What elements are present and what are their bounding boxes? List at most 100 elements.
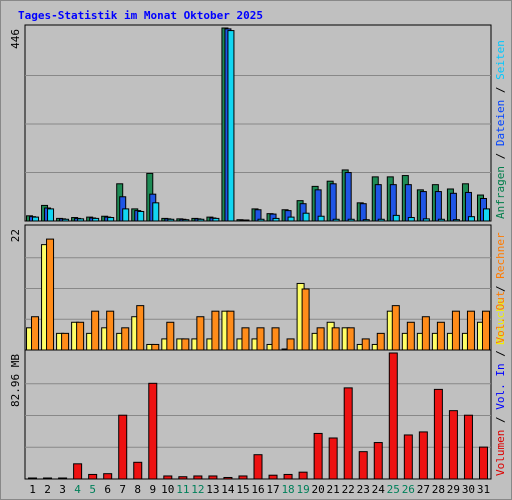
bar-volumen-day-2	[43, 477, 53, 480]
bar-rechner-day-13	[211, 310, 220, 351]
x-tick-label-day-27: 27	[417, 483, 430, 496]
x-tick-label-day-12: 12	[191, 483, 204, 496]
panel-2-legend: Besuche / Rechner	[494, 232, 507, 345]
x-tick-label-day-26: 26	[402, 483, 415, 496]
bar-seiten-day-4	[77, 218, 85, 222]
bar-dateien-day-26	[404, 184, 412, 222]
bar-rechner-day-8	[136, 305, 145, 351]
legend-separator: /	[494, 146, 507, 166]
x-tick-label-day-20: 20	[312, 483, 325, 496]
bar-volumen-day-20	[313, 432, 323, 480]
x-tick-label-day-30: 30	[462, 483, 475, 496]
bar-dateien-day-23	[359, 203, 367, 222]
bar-seiten-day-12	[197, 218, 205, 222]
bar-rechner-day-3	[61, 332, 70, 351]
bar-rechner-day-2	[46, 238, 55, 351]
legend-separator: /	[494, 80, 507, 100]
bar-seiten-day-10	[167, 218, 175, 222]
bar-rechner-day-22	[346, 327, 355, 351]
bar-volumen-day-5	[88, 473, 98, 480]
bar-dateien-day-28	[434, 191, 442, 222]
bar-volumen-day-16	[253, 454, 263, 480]
bar-seiten-day-2	[47, 208, 55, 222]
bar-volumen-day-24	[373, 442, 383, 480]
bar-rechner-day-15	[241, 327, 250, 351]
x-tick-label-day-1: 1	[29, 483, 36, 496]
x-tick-label-day-4: 4	[74, 483, 81, 496]
bar-volumen-day-14	[223, 476, 233, 480]
bar-dateien-day-21	[329, 183, 337, 222]
x-tick-label-day-5: 5	[89, 483, 96, 496]
x-tick-label-day-16: 16	[251, 483, 264, 496]
x-tick-label-day-14: 14	[221, 483, 235, 496]
panel-3-ymax-label: 82.96 MB	[9, 354, 22, 407]
bar-rechner-day-14	[226, 310, 235, 351]
bar-volumen-day-12	[193, 475, 203, 480]
bar-volumen-day-11	[178, 476, 188, 480]
bar-volumen-day-19	[298, 471, 308, 480]
bar-seiten-day-18	[287, 216, 295, 222]
bar-seiten-day-27	[422, 218, 430, 222]
legend-entry-besuche: Besuche	[494, 299, 507, 345]
x-tick-label-day-25: 25	[387, 483, 400, 496]
bar-volumen-day-29	[448, 410, 458, 480]
bar-rechner-day-18	[286, 338, 295, 351]
bar-rechner-day-24	[376, 332, 385, 351]
x-tick-label-day-22: 22	[342, 483, 355, 496]
bar-rechner-day-5	[91, 310, 100, 351]
legend-separator: /	[494, 410, 507, 430]
bar-seiten-day-9	[152, 202, 160, 222]
bar-rechner-day-31	[481, 310, 490, 351]
bar-volumen-day-22	[343, 387, 353, 480]
bar-volumen-day-18	[283, 473, 293, 480]
x-tick-label-day-18: 18	[281, 483, 294, 496]
bar-rechner-day-20	[316, 327, 325, 351]
bar-seiten-day-25	[392, 214, 400, 222]
bar-seiten-day-8	[137, 210, 145, 222]
bar-volumen-day-28	[433, 388, 443, 480]
legend-entry-vol-out: Vol. Out	[494, 291, 507, 344]
bar-rechner-day-16	[256, 327, 265, 351]
bar-rechner-day-30	[466, 310, 475, 351]
bar-seiten-day-19	[302, 212, 310, 222]
legend-entry-volumen: Volumen	[494, 430, 507, 476]
x-tick-label-day-9: 9	[149, 483, 156, 496]
bar-rechner-day-28	[436, 321, 445, 351]
legend-entry-rechner: Rechner	[494, 232, 507, 279]
bar-dateien-day-29	[449, 192, 457, 222]
bar-dateien-day-22	[344, 172, 352, 222]
bar-rechner-day-19	[301, 288, 310, 351]
bar-rechner-day-9	[151, 343, 160, 351]
x-tick-label-day-19: 19	[296, 483, 309, 496]
panel-1-frame	[24, 24, 492, 222]
bar-rechner-day-29	[451, 310, 460, 351]
bar-seiten-day-7	[122, 208, 130, 222]
panel-1-legend: Anfragen / Dateien / Seiten	[494, 40, 507, 219]
bar-rechner-day-6	[106, 310, 115, 351]
bar-rechner-day-26	[406, 321, 415, 351]
bar-volumen-day-23	[358, 451, 368, 480]
legend-entry-dateien: Dateien	[494, 100, 507, 146]
panel-2-ymax-label: 22	[9, 229, 22, 242]
bar-seiten-day-14	[227, 30, 235, 222]
bar-rechner-day-4	[76, 321, 85, 351]
x-tick-label-day-24: 24	[372, 483, 386, 496]
bar-volumen-day-30	[463, 414, 473, 480]
bar-rechner-day-17	[271, 327, 280, 351]
bar-volumen-day-9	[148, 382, 158, 480]
bar-seiten-day-11	[182, 219, 190, 222]
bar-seiten-day-26	[407, 217, 415, 222]
bar-seiten-day-5	[92, 217, 100, 222]
bar-seiten-day-28	[437, 218, 445, 222]
bar-volumen-day-8	[133, 461, 143, 480]
x-tick-label-day-10: 10	[161, 483, 174, 496]
x-tick-label-day-2: 2	[44, 483, 51, 496]
x-tick-label-day-29: 29	[447, 483, 460, 496]
legend-entry-anfragen: Anfragen	[494, 166, 507, 219]
legend-entry-vol-in: Vol. In	[494, 363, 507, 409]
x-tick-label-day-28: 28	[432, 483, 445, 496]
bar-rechner-day-7	[121, 327, 130, 351]
bar-volumen-day-3	[58, 477, 68, 480]
x-tick-label-day-11: 11	[176, 483, 189, 496]
